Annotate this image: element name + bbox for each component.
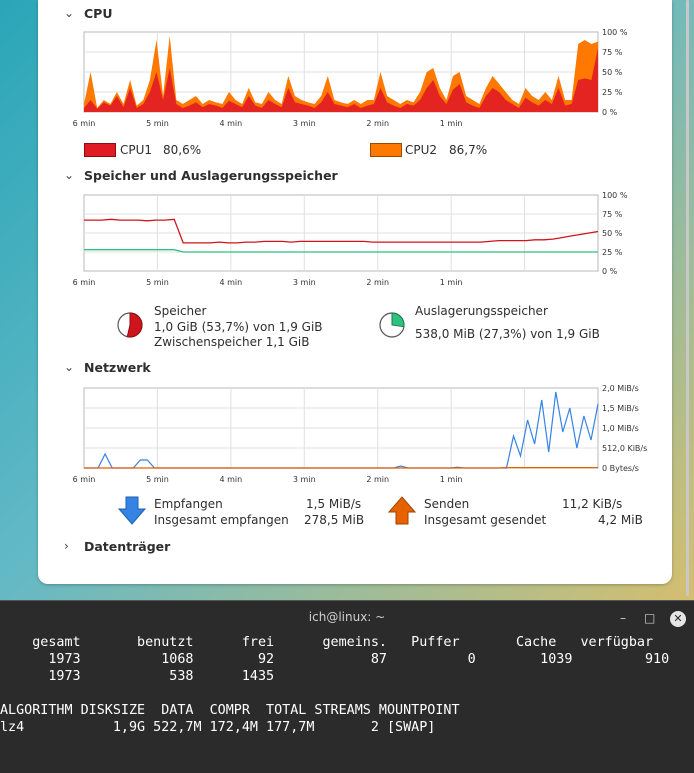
- y-tick-label: 0 %: [602, 267, 618, 276]
- download-arrow-icon: [117, 496, 147, 526]
- send-total: 4,2 MiB: [598, 513, 643, 527]
- swap-usage: 538,0 MiB (27,3%) von 1,9 GiB: [415, 327, 600, 341]
- disks-section-title[interactable]: Datenträger: [84, 539, 170, 554]
- terminal-line: gesamt benutzt frei gemeins. Puffer Cach…: [0, 635, 653, 650]
- x-tick-label: 1 min: [440, 278, 463, 287]
- y-tick-label: 0 Bytes/s: [602, 464, 639, 473]
- y-tick-label: 100 %: [602, 28, 628, 37]
- y-tick-label: 1,5 MiB/s: [602, 404, 639, 413]
- receive-rate: 1,5 MiB/s: [306, 497, 361, 511]
- pie-slice: [392, 313, 404, 327]
- receive-label: Empfangen: [154, 497, 223, 511]
- cpu1-value: 80,6%: [163, 143, 201, 157]
- network-section-title[interactable]: Netzwerk: [84, 360, 151, 375]
- memory-usage: 1,0 GiB (53,7%) von 1,9 GiB: [154, 320, 323, 334]
- x-tick-label: 2 min: [366, 475, 389, 484]
- terminal-title: ich@linux: ~: [0, 610, 694, 624]
- x-tick-label: 5 min: [146, 278, 169, 287]
- cpu2-label: CPU2: [405, 143, 437, 157]
- cpu1-color-swatch[interactable]: [84, 143, 116, 157]
- terminal-line: lz4 1,9G 522,7M 172,4M 177,7M 2 [SWAP]: [0, 720, 435, 735]
- send-total-label: Insgesamt gesendet: [424, 513, 546, 527]
- x-tick-label: 6 min: [73, 278, 96, 287]
- network-chart: 2,0 MiB/s 1,5 MiB/s 1,0 MiB/s 512,0 KiB/s 0 …: [0, 380, 694, 490]
- y-tick-label: 512,0 KiB/s: [602, 444, 647, 453]
- x-tick-label: 4 min: [219, 475, 242, 484]
- memory-pie-icon: [116, 311, 144, 339]
- x-tick-label: 1 min: [440, 475, 463, 484]
- x-tick-label: 6 min: [73, 119, 96, 128]
- swap-pie-icon: [378, 311, 406, 339]
- y-tick-label: 50 %: [602, 229, 623, 238]
- cpu1-label: CPU1: [120, 143, 152, 157]
- y-tick-label: 0 %: [602, 108, 618, 117]
- y-tick-label: 1,0 MiB/s: [602, 424, 639, 433]
- cpu2-value: 86,7%: [449, 143, 487, 157]
- terminal-line: 1973 1068 92 87 0 1039 910: [0, 652, 669, 667]
- x-tick-label: 1 min: [440, 119, 463, 128]
- maximize-icon[interactable]: □: [644, 611, 655, 625]
- receive-total-label: Insgesamt empfangen: [154, 513, 289, 527]
- x-tick-label: 2 min: [366, 119, 389, 128]
- x-tick-label: 4 min: [219, 278, 242, 287]
- x-tick-label: 5 min: [146, 475, 169, 484]
- y-tick-label: 25 %: [602, 88, 623, 97]
- cpu-chart: 100 % 75 % 50 % 25 % 0 % 6 min 5 min 4 min 3 min…: [0, 0, 694, 140]
- x-tick-label: 5 min: [146, 119, 169, 128]
- x-tick-label: 3 min: [293, 475, 316, 484]
- x-tick-label: 2 min: [366, 278, 389, 287]
- y-tick-label: 50 %: [602, 68, 623, 77]
- y-tick-label: 2,0 MiB/s: [602, 384, 639, 393]
- send-rate: 11,2 KiB/s: [562, 497, 622, 511]
- chevron-down-icon[interactable]: ⌄: [64, 360, 78, 374]
- x-tick-label: 6 min: [73, 475, 96, 484]
- y-tick-label: 100 %: [602, 191, 628, 200]
- x-tick-label: 3 min: [293, 278, 316, 287]
- minimize-icon[interactable]: –: [620, 611, 626, 625]
- terminal-window[interactable]: [0, 600, 694, 773]
- chevron-right-icon[interactable]: ›: [64, 539, 78, 553]
- memory-label: Speicher: [154, 304, 206, 318]
- receive-total: 278,5 MiB: [304, 513, 364, 527]
- terminal-line: ALGORITHM DISKSIZE DATA COMPR TOTAL STRE…: [0, 703, 460, 718]
- memory-cache: Zwischenspeicher 1,1 GiB: [154, 335, 310, 349]
- y-tick-label: 75 %: [602, 210, 623, 219]
- y-tick-label: 75 %: [602, 48, 623, 57]
- terminal-line: 1973 538 1435: [0, 669, 274, 684]
- close-icon[interactable]: ✕: [670, 611, 686, 627]
- send-label: Senden: [424, 497, 469, 511]
- y-tick-label: 25 %: [602, 248, 623, 257]
- cpu2-color-swatch[interactable]: [370, 143, 402, 157]
- memory-chart: 100 % 75 % 50 % 25 % 0 % 6 min 5 min 4 min 3 min…: [0, 160, 694, 300]
- x-tick-label: 3 min: [293, 119, 316, 128]
- swap-label: Auslagerungsspeicher: [415, 304, 548, 318]
- upload-arrow-icon: [387, 496, 417, 526]
- x-tick-label: 4 min: [219, 119, 242, 128]
